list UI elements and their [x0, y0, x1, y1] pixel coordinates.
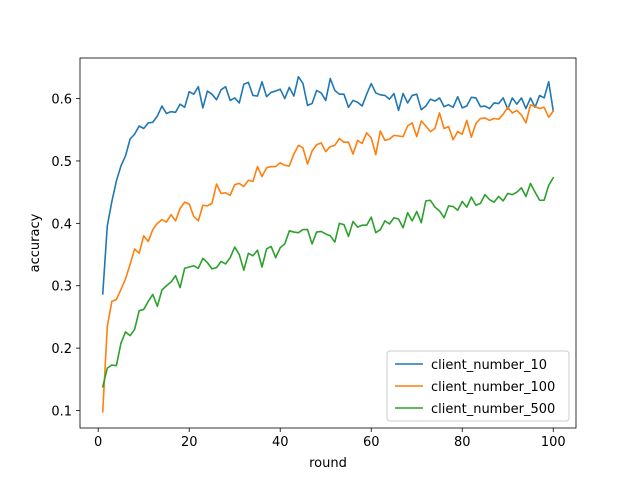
y-axis-label: accuracy [28, 213, 43, 272]
legend-label: client_number_10 [431, 358, 547, 373]
plot-area [79, 57, 577, 429]
y-tick-label: 0.5 [51, 155, 72, 170]
legend: client_number_10 client_number_100 client_… [386, 350, 570, 422]
series-line-client_number_100 [101, 104, 555, 413]
series-line-client_number_10 [101, 75, 555, 295]
x-tick-label: 60 [363, 435, 380, 450]
plot-frame [79, 57, 577, 429]
y-axis: 0.1 0.2 0.3 0.4 0.5 0.6 [51, 93, 80, 420]
legend-label: client_number_100 [431, 380, 555, 395]
y-tick-label: 0.6 [51, 93, 72, 108]
x-axis: 0 20 40 60 80 100 [94, 428, 566, 450]
x-axis-label: round [309, 456, 347, 471]
y-tick-label: 0.1 [51, 405, 72, 420]
x-tick-label: 0 [94, 435, 102, 450]
legend-box [386, 350, 570, 422]
x-tick-label: 80 [454, 435, 471, 450]
x-tick-label: 40 [272, 435, 289, 450]
legend-label: client_number_500 [431, 402, 555, 417]
x-tick-label: 20 [181, 435, 198, 450]
y-tick-label: 0.3 [51, 280, 72, 295]
y-tick-label: 0.2 [51, 342, 72, 357]
y-tick-label: 0.4 [51, 217, 72, 232]
series-line-client_number_500 [101, 176, 555, 388]
series-layer [101, 75, 555, 413]
x-tick-label: 100 [541, 435, 566, 450]
